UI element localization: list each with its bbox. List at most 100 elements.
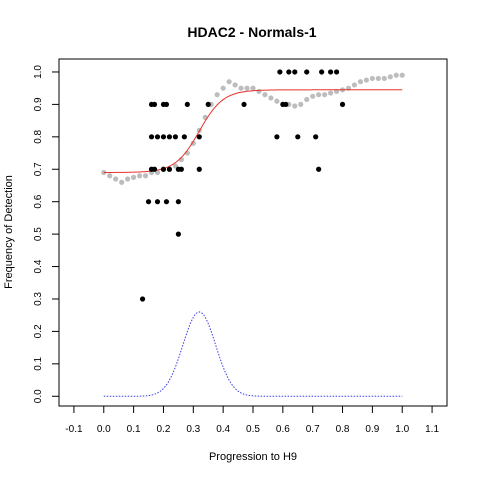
smoothed-point [256, 88, 262, 95]
observed-point [160, 166, 167, 172]
smoothed-point [316, 92, 322, 98]
x-tick-label: 0.1 [127, 424, 141, 435]
smoothed-point [351, 82, 358, 88]
x-tick-label: -0.1 [65, 424, 83, 435]
axis-layer: -0.1 0.0 0.1 0.2 0.3 0.4 0.5 0.6 0.7 0.8 0.9 1.0 1.1… [33, 65, 439, 435]
x-tick-label: 1.1 [425, 424, 439, 435]
y-tick-label: 0.5 [33, 227, 44, 241]
observed-point [154, 134, 161, 140]
y-tick-label: 0.2 [33, 324, 44, 338]
series-layer [101, 69, 405, 397]
y-tick-label: 0.1 [33, 356, 44, 370]
observed-point [333, 69, 340, 75]
smoothed-point [393, 72, 399, 78]
observed-point [163, 199, 170, 205]
y-tick-label: 0.0 [33, 389, 44, 403]
observed-point [172, 134, 178, 140]
smoothed-point [214, 92, 220, 98]
smoothed-point [268, 95, 274, 101]
observed-point [160, 134, 167, 140]
smoothed-point [250, 85, 256, 91]
smoothed-point [399, 72, 405, 78]
observed-point [283, 101, 289, 108]
y-tick-label: 0.7 [33, 162, 44, 176]
x-tick-label: 0.8 [336, 424, 350, 435]
smoothed-point [262, 92, 268, 98]
observed-point [319, 69, 325, 75]
y-tick-label: 0.9 [33, 97, 44, 111]
smoothed-point [298, 101, 304, 108]
x-tick-label: 0.4 [216, 424, 230, 435]
observed-point [241, 101, 247, 108]
x-tick-label: 0.9 [365, 424, 379, 435]
y-tick-label: 0.4 [33, 259, 44, 273]
smoothed-point [304, 96, 310, 103]
smoothed-point [369, 75, 375, 82]
smoothed-point [125, 176, 131, 182]
x-tick-label: 0.3 [186, 424, 200, 435]
observed-point [205, 101, 211, 108]
observed-point [277, 69, 283, 75]
observed-point [175, 199, 181, 205]
smoothed-point [232, 82, 238, 88]
observed-point [151, 101, 158, 108]
x-tick-label: 0.7 [306, 424, 320, 435]
smoothed-point [274, 98, 280, 104]
smoothed-point [226, 79, 232, 85]
smoothed-point [375, 75, 381, 82]
smoothed-point [363, 77, 370, 83]
x-tick-label: 0.5 [246, 424, 260, 435]
smoothed-point [381, 75, 387, 82]
smoothed-point [136, 173, 143, 179]
observed-point [184, 101, 190, 108]
fit-curve-line [103, 89, 403, 173]
observed-point [178, 166, 184, 172]
smoothed-point [113, 176, 119, 182]
smoothed-point [322, 92, 328, 98]
plot-frame [58, 58, 448, 407]
observed-point [316, 166, 322, 172]
smoothed-point [292, 103, 298, 109]
y-tick-label: 0.6 [33, 194, 44, 208]
observed-point [196, 134, 202, 140]
smoothed-point [119, 179, 125, 185]
smoothed-point [238, 85, 244, 91]
observed-point [148, 134, 155, 140]
smoothed-point [387, 74, 393, 80]
observed-point [295, 134, 301, 140]
observed-point [145, 199, 152, 205]
observed-point [166, 166, 173, 172]
smoothed-point [328, 90, 334, 96]
x-tick-label: 0.2 [157, 424, 171, 435]
smoothed-point [220, 85, 226, 91]
y-tick-label: 0.8 [33, 129, 44, 143]
observed-point [139, 296, 146, 302]
observed-point [166, 134, 173, 140]
observed-point [151, 166, 158, 172]
smoothed-point [101, 169, 107, 176]
observed-point [328, 69, 334, 75]
observed-point [163, 101, 170, 108]
y-tick-label: 0.3 [33, 292, 44, 306]
x-tick-label: 0.6 [276, 424, 290, 435]
x-tick-label: 1.0 [395, 424, 409, 435]
chart-title: HDAC2 - Normals-1 [187, 24, 316, 40]
smoothed-point [190, 140, 196, 146]
observed-point [339, 101, 346, 108]
x-tick-label: 0.0 [97, 424, 111, 435]
observed-point [154, 199, 161, 205]
observed-point [196, 166, 202, 172]
x-axis-label: Progression to H9 [209, 451, 297, 463]
smoothed-point [142, 173, 149, 179]
y-axis-label: Frequency of Detection [3, 175, 15, 289]
observed-point [292, 69, 298, 75]
y-tick-label: 1.0 [33, 65, 44, 79]
observed-point [274, 134, 280, 140]
observed-point [286, 69, 292, 75]
smoothed-point [310, 93, 316, 99]
density-curve-line [103, 311, 403, 397]
smoothed-point [244, 85, 250, 91]
smoothed-point [107, 173, 113, 179]
smoothed-point [131, 174, 137, 180]
